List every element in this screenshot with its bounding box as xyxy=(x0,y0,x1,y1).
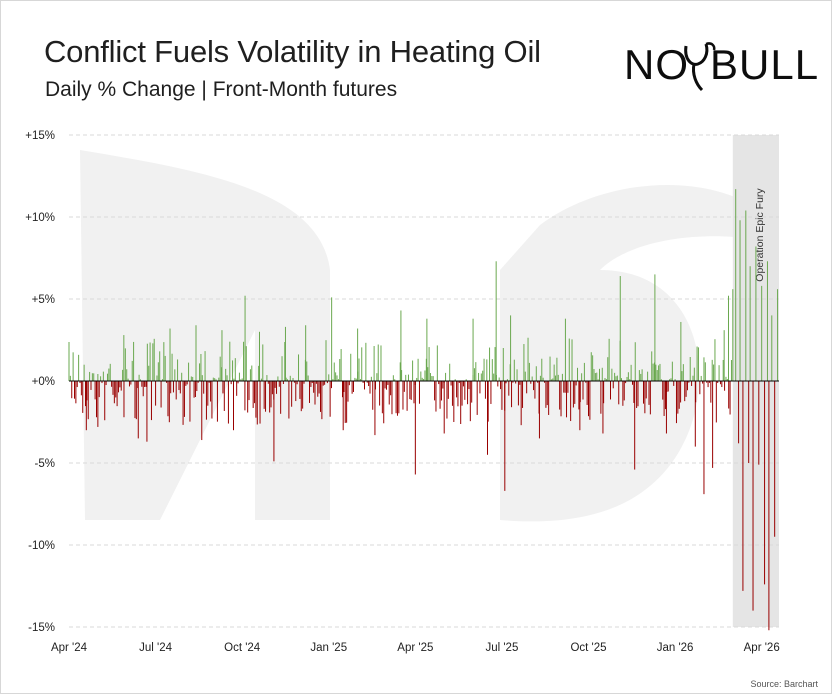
event-label: Operation Epic Fury xyxy=(754,188,766,282)
bull-horns-icon xyxy=(684,42,716,92)
x-tick-label: Apr '26 xyxy=(744,642,780,654)
watermark-shape xyxy=(80,150,330,520)
y-tick-label: -5% xyxy=(35,458,55,470)
x-axis: Apr '24 Jul '24 Oct '24 Jan '25 Apr '25 Jul '… xyxy=(51,642,780,654)
y-axis: +15% +10% +5% +0% -5% -10% -15% xyxy=(25,130,55,634)
logo-text-right: BULL xyxy=(710,41,820,88)
y-tick-label: -10% xyxy=(28,540,55,552)
chart-title: Conflict Fuels Volatility in Heating Oil xyxy=(44,34,541,69)
source-note: Source: Barchart xyxy=(750,679,818,689)
x-tick-label: Oct '24 xyxy=(224,642,261,654)
x-tick-label: Oct '25 xyxy=(570,642,606,654)
y-tick-label: +5% xyxy=(32,294,55,306)
y-tick-label: -15% xyxy=(28,622,55,634)
x-tick-label: Jul '25 xyxy=(485,642,518,654)
x-tick-label: Jan '26 xyxy=(657,642,694,654)
y-tick-label: +10% xyxy=(25,212,55,224)
logo-text-left: NO xyxy=(624,41,689,88)
x-tick-label: Apr '25 xyxy=(397,642,433,654)
x-tick-label: Jan '25 xyxy=(310,642,347,654)
brand-logo: NO BULL xyxy=(624,36,818,96)
watermark-logo xyxy=(80,150,760,522)
grid-lines xyxy=(69,134,779,628)
x-tick-label: Jul '24 xyxy=(139,642,172,654)
watermark-shape xyxy=(500,184,760,522)
chart-subtitle: Daily % Change | Front-Month futures xyxy=(45,78,398,101)
bar-series xyxy=(68,189,779,631)
x-tick-label: Apr '24 xyxy=(51,642,88,654)
y-tick-label: +0% xyxy=(32,376,55,388)
y-tick-label: +15% xyxy=(25,130,55,142)
